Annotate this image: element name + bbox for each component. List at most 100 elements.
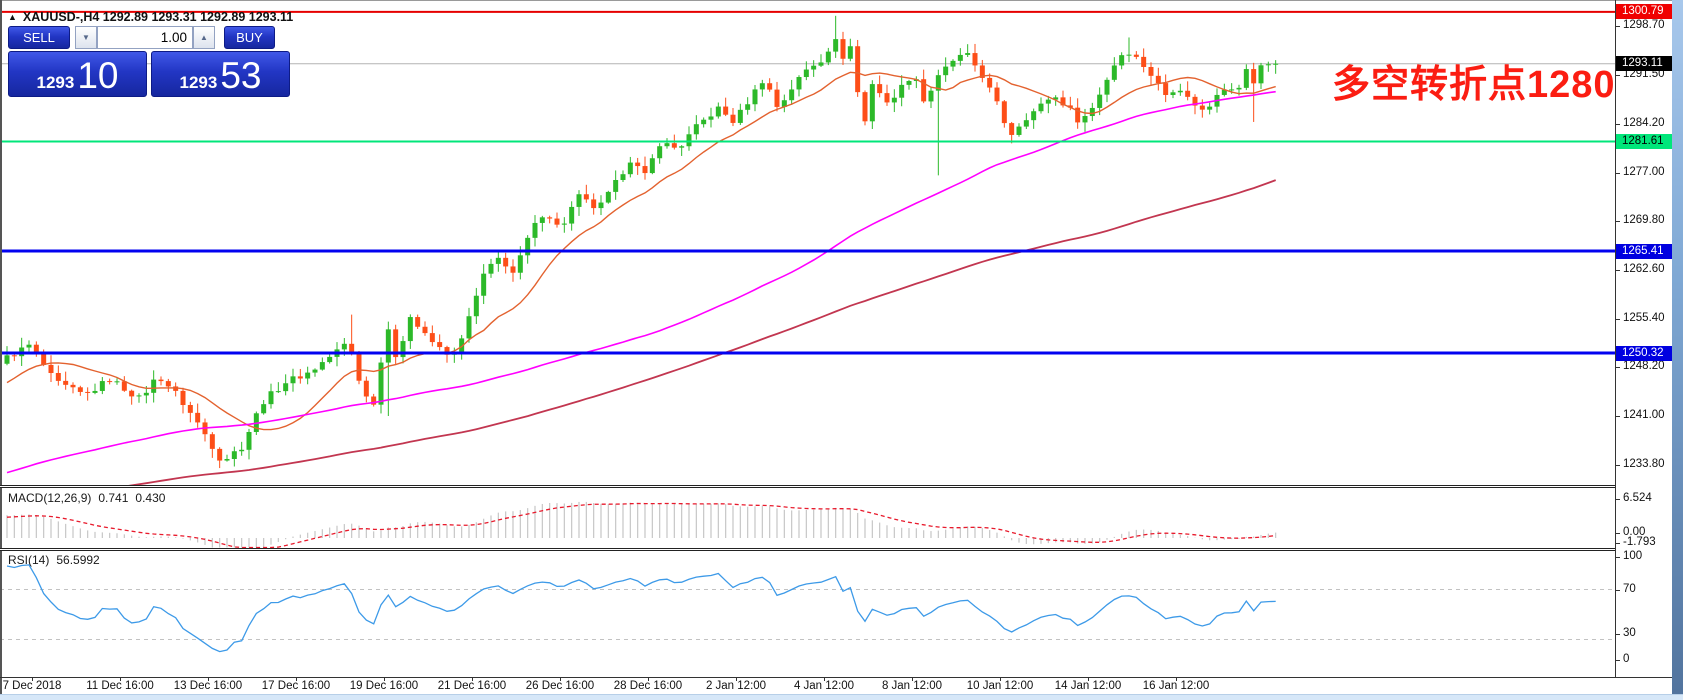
price-tick-label: 1262.60 [1623,262,1665,275]
time-tick-mark [32,677,33,681]
price-tick-label: 1284.20 [1623,116,1665,129]
price-tick-label: 1248.20 [1623,360,1665,373]
panel-splitter-macd[interactable] [0,485,1616,488]
volume-decrease-button[interactable]: ▼ [75,26,97,49]
symbol-dropdown-arrow: ▲ [8,12,17,22]
price-badge: 1281.61 [1616,133,1672,149]
panel-splitter-rsi[interactable] [0,548,1616,551]
time-tick-label: 10 Jan 12:00 [966,680,1034,692]
volume-input[interactable] [98,27,192,48]
price-tick-mark [1616,123,1620,125]
price-tick-label: 1277.00 [1623,165,1665,178]
time-tick-mark [1000,677,1001,681]
rsi-value: 56.5992 [56,553,100,567]
price-tick-label: 1269.80 [1623,214,1665,227]
rsi-tick-mark [1616,590,1620,591]
time-tick-label: 13 Dec 16:00 [173,680,243,692]
symbol-ohlc-line: ▲ XAUUSD-,H4 1292.89 1293.31 1292.89 1293… [8,10,293,24]
sell-price-button[interactable]: 1293 10 [8,51,147,97]
buy-button[interactable]: BUY [224,26,275,49]
time-tick-mark [472,677,473,681]
annotation-text: 多空转折点1280 [1332,64,1616,106]
sell-price-pips: 10 [77,55,119,96]
price-badge: 1250.32 [1616,345,1672,361]
rsi-tick-mark [1616,557,1620,558]
plot-axis-border [1615,0,1616,677]
rsi-panel[interactable] [2,552,1615,677]
time-tick-mark [208,677,209,681]
macd-axis-label: 0.00 [1623,526,1646,538]
time-tick-label: 8 Jan 12:00 [881,680,943,692]
rsi-tick-mark [1616,660,1620,661]
macd-name: MACD(12,26,9) [8,491,92,505]
window-border-left [0,0,2,694]
window-edge-right [1672,0,1683,694]
window-edge-bottom [0,694,1683,700]
time-tick-label: 7 Dec 2018 [2,680,62,692]
price-tick-label: 1298.70 [1623,18,1665,31]
price-axis[interactable]: 1298.70 1291.50 1284.20 1277.00 1269.80 1262.… [1616,0,1672,694]
macd-label-line: MACD(12,26,9) 0.741 0.430 [8,491,172,505]
macd-axis-label: -1.793 [1623,536,1656,548]
time-tick-mark [384,677,385,681]
sell-button[interactable]: SELL [8,26,70,49]
price-tick-mark [1616,318,1620,320]
price-tick-mark [1616,221,1620,223]
macd-value-main: 0.741 [98,491,129,505]
price-badge: 1293.11 [1616,56,1672,72]
time-tick-mark [560,677,561,681]
macd-axis-label: 6.524 [1623,492,1652,504]
rsi-axis-label: 0 [1623,653,1630,665]
price-badge: 1265.41 [1616,243,1672,259]
rsi-name: RSI(14) [8,553,50,567]
rsi-axis-label: 30 [1623,627,1636,639]
price-tick-mark [1616,416,1620,417]
time-tick-label: 17 Dec 16:00 [261,680,331,692]
symbol-ohlc-text: XAUUSD-,H4 1292.89 1293.31 1292.89 1293.… [22,10,294,24]
sell-price-main: 1293 [36,73,75,92]
rsi-label-line: RSI(14) 56.5992 [8,553,107,567]
time-tick-label: 28 Dec 16:00 [613,680,683,692]
buy-price-button[interactable]: 1293 53 [151,51,290,97]
price-tick-mark [1616,74,1620,76]
time-tick-mark [736,677,737,681]
time-axis[interactable]: 7 Dec 2018 11 Dec 16:00 13 Dec 16:00 17 Dec… [0,677,1672,694]
macd-tick-mark [1616,499,1620,500]
price-tick-mark [1616,464,1620,466]
time-tick-mark [648,677,649,681]
time-tick-mark [824,677,825,681]
price-tick-label: 1233.80 [1623,457,1665,470]
rsi-axis-label: 70 [1623,583,1636,595]
time-tick-label: 14 Jan 12:00 [1054,680,1122,692]
macd-value-signal: 0.430 [135,491,166,505]
time-tick-mark [912,677,913,681]
time-tick-label: 4 Jan 12:00 [793,680,855,692]
time-tick-mark [296,677,297,681]
time-tick-mark [120,677,121,681]
price-tick-mark [1616,269,1620,271]
time-tick-mark [1176,677,1177,681]
time-tick-label: 19 Dec 16:00 [349,680,419,692]
price-tick-label: 1241.00 [1623,409,1665,421]
rsi-axis-label: 100 [1623,550,1643,562]
time-tick-label: 11 Dec 16:00 [86,680,154,692]
time-axis-border [0,677,1672,678]
volume-field [97,26,193,49]
buy-price-main: 1293 [179,73,218,92]
macd-panel[interactable] [2,489,1615,547]
price-badge: 1300.79 [1616,4,1672,20]
price-tick-mark [1616,25,1620,27]
rsi-tick-mark [1616,634,1620,635]
price-tick-label: 1255.40 [1623,311,1665,324]
volume-increase-button[interactable]: ▲ [193,26,215,49]
time-tick-label: 16 Jan 12:00 [1142,680,1210,692]
buy-price-pips: 53 [220,55,262,96]
one-click-trading-panel: SELL ▼ ▲ BUY 1293 10 1293 53 [8,26,290,97]
window-border-top [0,0,1683,1]
time-tick-label: 2 Jan 12:00 [705,680,767,692]
price-tick-mark [1616,172,1620,174]
macd-tick-mark [1616,533,1620,534]
time-tick-label: 21 Dec 16:00 [437,680,507,692]
